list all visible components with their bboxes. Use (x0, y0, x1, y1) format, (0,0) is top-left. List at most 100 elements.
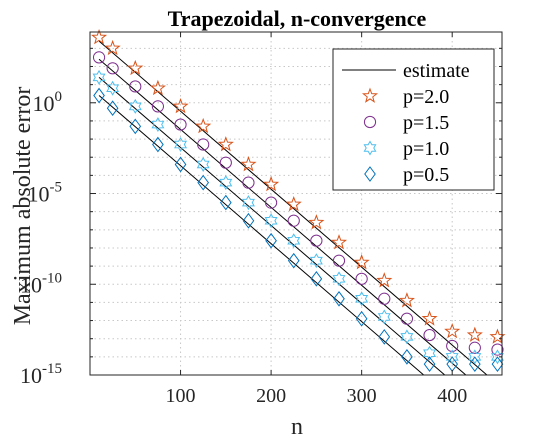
legend-label: p=0.5 (403, 164, 449, 186)
data-point-diamond (491, 356, 504, 372)
data-point-circle (92, 51, 106, 64)
estimate-line (98, 95, 425, 375)
data-point-circle (423, 328, 436, 342)
data-point-diamond (265, 232, 277, 249)
data-point-star (240, 156, 257, 172)
data-point-circle (242, 176, 255, 189)
data-point-diamond (129, 118, 142, 135)
data-point-circle (264, 196, 278, 209)
data-point-circle (287, 214, 300, 227)
data-point-star (217, 136, 234, 152)
data-point-star (127, 59, 144, 76)
data-point-hexagram (355, 291, 369, 307)
axis-ticks (90, 32, 502, 376)
data-point-circle (310, 234, 323, 247)
data-point-star (353, 254, 370, 270)
data-point-diamond (401, 349, 413, 365)
data-point-circle (355, 272, 368, 285)
series-p-1-5 (92, 51, 504, 356)
data-point-star (91, 28, 108, 45)
estimate-line (98, 76, 446, 375)
y-tick-label: 10-10 (20, 270, 62, 297)
data-point-star (376, 272, 393, 288)
data-point-hexagram (377, 309, 391, 325)
data-point-diamond (469, 356, 481, 372)
data-point-star (172, 97, 189, 114)
y-tick-base: 10 (20, 272, 42, 297)
series-p-0-5 (93, 87, 504, 372)
data-point-diamond (310, 270, 323, 287)
plot-frame (89, 31, 503, 376)
data-point-diamond (152, 136, 164, 153)
y-tick-label: 10-15 (20, 361, 62, 388)
y-tick-base: 10 (28, 182, 50, 207)
series-p-1-0 (92, 69, 504, 365)
legend-marker-circle (363, 115, 377, 129)
y-tick-base: 10 (20, 363, 42, 388)
data-point-diamond (333, 290, 345, 307)
legend: estimate p=2.0 p=1.5 p=1.0 p=0.5 (332, 48, 495, 191)
data-point-hexagram (106, 80, 120, 96)
data-point-star (444, 322, 461, 339)
data-point-diamond (378, 329, 391, 345)
data-point-circle (174, 118, 187, 131)
data-point-circle (151, 100, 165, 113)
data-point-star (104, 39, 121, 56)
estimate-lines (98, 40, 488, 375)
data-point-diamond (220, 194, 232, 211)
legend-label-estimate: estimate (403, 60, 470, 82)
data-point-diamond (423, 356, 436, 372)
y-tick-base: 10 (33, 91, 55, 116)
data-point-hexagram (219, 175, 233, 191)
data-markers (91, 28, 506, 372)
data-point-diamond (174, 156, 187, 173)
data-point-star (421, 310, 438, 326)
x-tick-label: 300 (347, 385, 377, 407)
data-point-circle (491, 343, 504, 356)
data-point-hexagram (309, 253, 323, 269)
data-point-hexagram (264, 213, 278, 229)
data-point-diamond (93, 87, 105, 104)
data-point-star (466, 326, 483, 342)
y-tick-label: 100 (33, 89, 63, 116)
data-point-star (308, 214, 325, 230)
estimate-line (98, 40, 488, 375)
data-point-hexagram (241, 195, 255, 211)
y-tick-exponent: 0 (55, 89, 63, 105)
data-point-hexagram (196, 156, 210, 172)
x-tick-label: 100 (166, 385, 196, 407)
chart-title: Trapezoidal, n-convergence (168, 6, 427, 31)
data-point-circle (219, 156, 232, 169)
data-point-diamond (242, 212, 255, 229)
data-point-hexagram (128, 98, 142, 114)
data-point-star (398, 292, 415, 308)
legend-label: p=2.0 (403, 86, 449, 108)
data-point-hexagram (445, 349, 459, 365)
legend-label: p=1.5 (403, 112, 449, 134)
y-tick-exponent: -5 (50, 180, 63, 196)
data-point-hexagram (332, 271, 346, 287)
legend-marker-star (361, 87, 379, 103)
data-point-hexagram (174, 137, 188, 153)
data-point-diamond (106, 100, 119, 117)
legend-box (332, 48, 495, 191)
y-axis-label: Maximum absolute error (10, 87, 36, 326)
data-point-circle (197, 138, 210, 151)
data-point-star (149, 79, 166, 96)
x-axis-label: n (291, 414, 303, 440)
data-point-circle (400, 312, 414, 325)
data-point-circle (129, 80, 142, 93)
data-point-hexagram (423, 345, 437, 361)
data-point-diamond (355, 310, 368, 327)
legend-label: p=1.0 (403, 138, 449, 160)
data-point-hexagram (490, 349, 504, 365)
data-point-circle (468, 341, 481, 354)
legend-marker-hexagram (363, 140, 377, 156)
legend-marker-diamond (364, 166, 376, 182)
y-tick-exponent: -15 (42, 361, 62, 377)
data-point-hexagram (92, 69, 106, 85)
data-point-circle (378, 292, 391, 305)
x-tick-label: 200 (256, 385, 286, 407)
